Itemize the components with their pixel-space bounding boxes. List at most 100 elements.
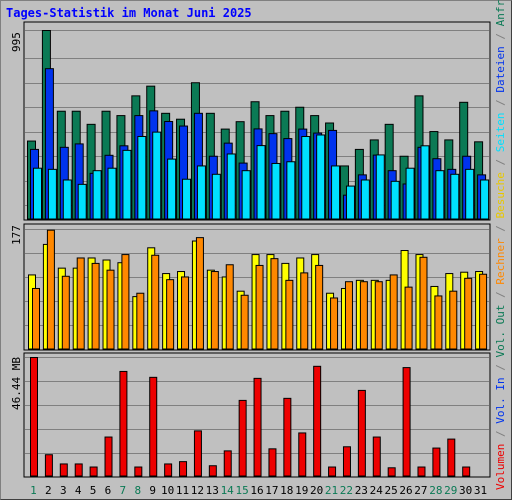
bar-middle-rechner-day-6 <box>106 269 115 350</box>
x-tick-label-28: 28 <box>429 484 442 497</box>
x-tick-label-17: 17 <box>265 484 278 497</box>
bar-middle-rechner-day-30 <box>464 277 473 350</box>
bar-top-seiten-day-19 <box>301 135 311 220</box>
bar-bottom-volumen-day-22 <box>342 446 351 477</box>
bar-top-seiten-day-30 <box>465 168 475 220</box>
bar-top-seiten-day-15 <box>241 170 251 220</box>
x-tick-label-14: 14 <box>221 484 235 497</box>
x-tick-label-12: 12 <box>191 484 204 497</box>
bar-bottom-volumen-day-2 <box>44 454 53 477</box>
x-tick-label-20: 20 <box>310 484 323 497</box>
bar-bottom-volumen-day-18 <box>283 397 292 477</box>
bar-top-seiten-day-24 <box>375 154 385 220</box>
bar-middle-rechner-day-23 <box>359 281 368 350</box>
bar-top-seiten-day-18 <box>286 161 296 220</box>
bar-middle-rechner-day-13 <box>210 271 219 350</box>
x-tick-label-10: 10 <box>161 484 174 497</box>
bar-middle-rechner-day-21 <box>330 297 339 350</box>
bar-top-seiten-day-14 <box>226 153 236 220</box>
bar-top-seiten-day-16 <box>256 145 266 220</box>
bar-top-seiten-day-5 <box>92 170 102 220</box>
bar-middle-rechner-day-24 <box>374 281 383 350</box>
bar-middle-rechner-day-2 <box>46 229 55 350</box>
bar-top-seiten-day-2 <box>47 168 57 220</box>
bar-top-seiten-day-13 <box>211 173 221 220</box>
bar-middle-rechner-day-8 <box>136 292 145 350</box>
x-tick-label-6: 6 <box>105 484 112 497</box>
bar-middle-rechner-day-7 <box>121 254 130 350</box>
bar-bottom-volumen-day-14 <box>223 450 232 477</box>
bar-bottom-volumen-day-19 <box>298 432 307 477</box>
bar-top-seiten-day-17 <box>271 162 281 220</box>
bar-bottom-volumen-day-28 <box>432 447 441 477</box>
bar-bottom-volumen-day-12 <box>193 430 202 477</box>
bar-middle-rechner-day-18 <box>285 279 294 350</box>
bar-top-seiten-day-10 <box>167 158 177 220</box>
x-tick-label-3: 3 <box>60 484 67 497</box>
bar-middle-rechner-day-5 <box>91 262 100 350</box>
bar-middle-rechner-day-20 <box>315 264 324 350</box>
x-tick-label-31: 31 <box>474 484 487 497</box>
x-tick-label-24: 24 <box>370 484 384 497</box>
bar-bottom-volumen-day-4 <box>74 463 83 477</box>
bar-middle-rechner-day-14 <box>225 264 234 350</box>
bar-bottom-volumen-day-20 <box>313 365 322 477</box>
bar-top-seiten-day-29 <box>450 173 460 220</box>
bar-middle-rechner-day-28 <box>434 295 443 350</box>
x-tick-label-4: 4 <box>75 484 82 497</box>
x-tick-label-29: 29 <box>444 484 457 497</box>
x-tick-label-1: 1 <box>30 484 37 497</box>
bar-middle-rechner-day-4 <box>76 257 85 350</box>
bar-top-seiten-day-6 <box>107 167 117 220</box>
bar-bottom-volumen-day-10 <box>164 463 173 477</box>
bar-middle-rechner-day-16 <box>255 264 264 350</box>
bar-top-seiten-day-12 <box>196 165 206 220</box>
x-tick-label-2: 2 <box>45 484 52 497</box>
x-tick-label-11: 11 <box>176 484 189 497</box>
x-tick-label-22: 22 <box>340 484 353 497</box>
bar-bottom-volumen-day-25 <box>387 467 396 477</box>
bar-top-seiten-day-11 <box>182 178 192 220</box>
bar-bottom-volumen-day-11 <box>179 461 188 477</box>
x-tick-label-7: 7 <box>120 484 127 497</box>
bar-bottom-volumen-day-29 <box>447 438 456 477</box>
bar-bottom-volumen-day-26 <box>402 367 411 477</box>
bar-bottom-volumen-day-8 <box>134 466 143 477</box>
bar-top-seiten-day-23 <box>360 179 370 220</box>
x-tick-label-23: 23 <box>355 484 368 497</box>
bar-top-seiten-day-22 <box>345 185 355 220</box>
bar-bottom-volumen-day-16 <box>253 377 262 477</box>
bar-top-seiten-day-28 <box>435 170 445 220</box>
bar-bottom-volumen-day-21 <box>328 466 337 477</box>
bar-bottom-volumen-day-7 <box>119 370 128 477</box>
bar-top-seiten-day-25 <box>390 180 400 220</box>
bar-bottom-volumen-day-9 <box>149 376 158 477</box>
bar-top-seiten-day-1 <box>33 167 42 220</box>
bar-middle-rechner-day-15 <box>240 294 249 350</box>
bar-bottom-volumen-day-23 <box>357 389 366 477</box>
bar-middle-rechner-day-22 <box>344 281 353 350</box>
bar-middle-rechner-day-10 <box>166 279 175 350</box>
bar-middle-rechner-day-29 <box>449 290 458 350</box>
x-tick-label-16: 16 <box>250 484 263 497</box>
bar-middle-rechner-day-9 <box>151 254 160 350</box>
bar-top-seiten-day-4 <box>77 183 87 220</box>
bar-middle-rechner-day-19 <box>300 272 309 350</box>
bar-middle-rechner-day-31 <box>479 273 488 350</box>
bar-top-seiten-day-8 <box>137 135 147 220</box>
bar-bottom-volumen-day-27 <box>417 466 426 477</box>
x-tick-label-27: 27 <box>414 484 427 497</box>
bar-bottom-volumen-day-13 <box>208 465 217 477</box>
bar-top-seiten-day-26 <box>405 167 415 220</box>
bar-top-seiten-day-31 <box>480 179 490 220</box>
bar-middle-rechner-day-11 <box>181 276 190 350</box>
bar-top-seiten-day-3 <box>62 179 72 220</box>
bar-top-seiten-day-21 <box>331 165 341 220</box>
bar-top-seiten-day-27 <box>420 145 430 220</box>
bar-bottom-volumen-day-17 <box>268 448 277 477</box>
x-tick-label-8: 8 <box>134 484 141 497</box>
bar-bottom-volumen-day-24 <box>372 436 381 477</box>
bar-middle-rechner-day-26 <box>404 286 413 350</box>
bar-bottom-volumen-day-5 <box>89 466 98 477</box>
